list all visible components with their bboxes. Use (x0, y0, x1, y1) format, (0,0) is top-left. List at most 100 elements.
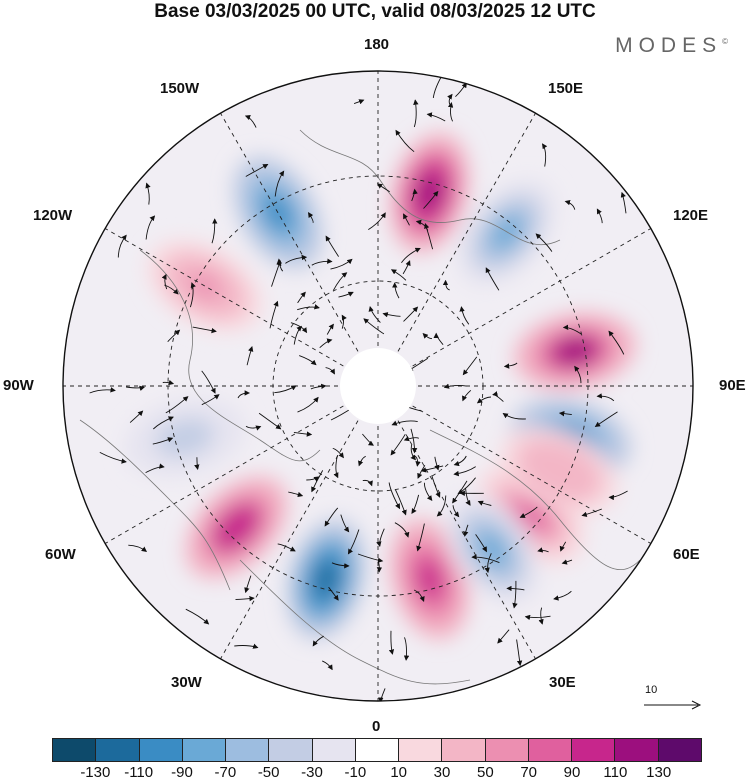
colorbar-swatch (139, 739, 183, 761)
wind-vector (475, 534, 487, 553)
wind-vector (395, 129, 415, 153)
anomaly-contour (418, 562, 441, 597)
wind-vector (391, 420, 418, 426)
lon-label-30w: 30W (171, 674, 202, 691)
wind-vector (185, 608, 210, 625)
colorbar-tick-label: 70 (520, 764, 537, 781)
wind-vector (192, 326, 217, 334)
wind-vector (290, 322, 308, 334)
wind-vector (447, 93, 453, 106)
wind-vector (165, 396, 189, 414)
wind-vector (162, 379, 175, 386)
wind-vector (402, 260, 411, 275)
polar-gap (340, 348, 416, 424)
wind-vector (164, 284, 179, 295)
wind-vector (145, 182, 151, 205)
wind-vector (484, 553, 492, 574)
wind-vector (581, 508, 602, 517)
wind-vector (341, 314, 347, 329)
wind-vector (357, 553, 384, 563)
wind-vector (358, 455, 366, 467)
lon-label-180: 180 (364, 36, 390, 53)
wind-vector (519, 506, 538, 518)
wind-vector (403, 213, 410, 226)
wind-vector (368, 212, 386, 230)
colorbar-tick-label: 90 (563, 764, 581, 781)
colorbar-tick-label: 110 (603, 764, 628, 781)
wind-vector (516, 639, 523, 667)
wind-vector (594, 411, 618, 428)
wind-vector (463, 524, 469, 537)
wind-vector (297, 304, 320, 311)
wind-vector (620, 191, 627, 214)
wind-vector (326, 323, 334, 335)
wind-vector (347, 529, 360, 555)
wind-vector (235, 595, 255, 602)
colorbar-swatch (442, 739, 486, 761)
colorbar-swatch (226, 739, 270, 761)
wind-vector (403, 306, 419, 322)
wind-vector (378, 688, 386, 701)
colorbar-tick-label: -90 (171, 764, 193, 781)
wind-vector (524, 614, 551, 621)
wind-vector (401, 247, 421, 264)
wind-vector (541, 143, 548, 167)
wind-vector (420, 465, 444, 473)
wind-vector (245, 163, 269, 177)
brand-logo: MODES© (615, 34, 728, 58)
wind-vector (424, 223, 434, 250)
wind-vector (382, 312, 401, 318)
wind-vector (561, 559, 573, 565)
lon-label-90e: 90E (719, 377, 746, 394)
map-boundary (62, 70, 694, 702)
wind-vector (194, 457, 200, 470)
colorbar-tick-label: -30 (301, 764, 323, 781)
lon-label-150e: 150E (548, 80, 584, 97)
wind-vector (297, 291, 306, 304)
lon-label-60e: 60E (673, 546, 700, 563)
wind-vector (161, 273, 168, 290)
wind-vector (245, 425, 262, 431)
wind-vector (368, 306, 381, 323)
wind-vector (167, 329, 181, 343)
colorbar-swatch (399, 739, 443, 761)
wind-vector (413, 589, 425, 602)
wind-vector (376, 183, 390, 193)
wind-vector (299, 355, 317, 366)
wind-vector (608, 490, 628, 501)
wind-vector (394, 522, 410, 538)
wind-vector (310, 383, 327, 390)
wind-vector (189, 282, 196, 308)
wind-vector (553, 590, 572, 601)
colorbar-tick-label: -10 (344, 764, 367, 781)
wind-vector (492, 391, 504, 402)
wind-vector (322, 660, 333, 671)
lon-label-30e: 30E (549, 674, 576, 691)
wind-vector (442, 279, 450, 291)
wind-vector (376, 528, 385, 547)
wind-vector (277, 543, 296, 552)
wind-vector (477, 500, 492, 506)
colorbar-swatch (53, 739, 97, 761)
wind-vector (234, 643, 259, 649)
wind-vector (452, 480, 468, 504)
wind-vector (353, 99, 365, 105)
lon-label-150w: 150W (160, 80, 200, 97)
wind-vector (306, 476, 320, 482)
wind-vector (485, 267, 500, 291)
colorbar-swatch (355, 739, 400, 761)
wind-vector (431, 475, 441, 498)
coastline (79, 419, 231, 591)
wind-vector (512, 580, 518, 609)
colorbar-swatch (572, 739, 616, 761)
wind-vector (211, 218, 218, 244)
wind-vector (244, 115, 257, 128)
wind-vector (152, 416, 174, 430)
wind-vector (363, 318, 385, 335)
wind-vector (422, 332, 433, 340)
wind-vector (390, 434, 406, 456)
wind-vector (535, 233, 553, 252)
colorbar-tick-label: -50 (257, 764, 280, 781)
wind-vector (328, 586, 339, 601)
wind-vector (459, 306, 470, 325)
